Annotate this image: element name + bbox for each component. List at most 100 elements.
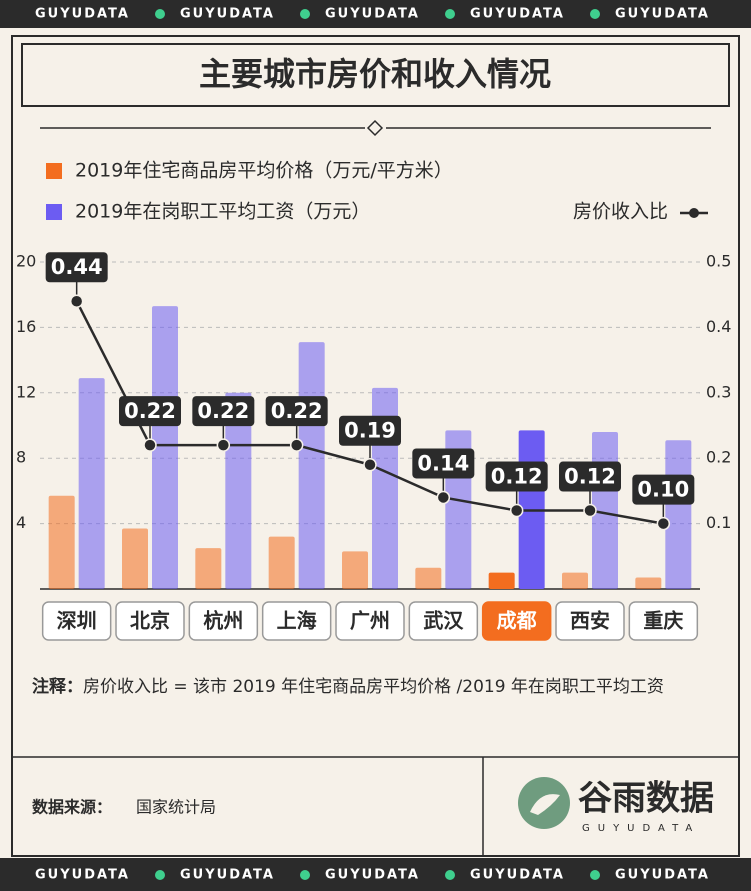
ratio-dot <box>69 294 84 308</box>
value-label: 0.22 <box>124 399 176 423</box>
legend-label: 2019年住宅商品房平均价格（万元/平方米） <box>75 160 453 182</box>
y2-tick-label: 0.3 <box>706 382 731 401</box>
ratio-dot <box>436 490 451 505</box>
legend-dot <box>689 208 699 218</box>
note-label: 注释： <box>32 677 83 697</box>
banner-dot <box>300 9 310 19</box>
category-box <box>628 601 699 641</box>
y2-tick-label: 0.5 <box>706 252 731 271</box>
value-label: 0.10 <box>637 478 689 502</box>
ratio-dot <box>583 503 597 518</box>
y2-tick-label: 0.1 <box>706 513 731 532</box>
y-tick-label: 20 <box>16 252 36 271</box>
bar <box>268 536 295 589</box>
banner-dot <box>445 870 455 880</box>
y-tick-label: 8 <box>16 448 26 467</box>
chart-title: 主要城市房价和收入情况 <box>199 55 551 93</box>
value-label-box <box>632 474 695 505</box>
bottom-strip <box>0 858 751 891</box>
banner-text: GUYUDATA <box>325 868 420 883</box>
bar <box>298 342 325 589</box>
value-label-box <box>559 461 621 492</box>
bar <box>415 567 442 589</box>
logo-subtitle: GUYUDATA <box>582 823 700 834</box>
value-label-box <box>485 461 548 492</box>
banner-text: GUYUDATA <box>35 868 130 883</box>
x-tick-label: 重庆 <box>643 609 683 633</box>
x-tick-label: 北京 <box>130 609 170 633</box>
frame <box>11 35 740 857</box>
y-tick-label: 4 <box>16 513 26 532</box>
legend-label: 房价收入比 <box>573 201 668 223</box>
ratio-dot <box>656 516 671 531</box>
category-box <box>408 601 479 641</box>
bar <box>122 528 148 589</box>
source-text: 国家统计局 <box>136 798 216 817</box>
category-box <box>555 601 625 641</box>
y-tick-label: 16 <box>16 317 36 336</box>
value-label: 0.12 <box>564 465 616 489</box>
category-box <box>481 601 552 641</box>
category-box <box>115 601 185 641</box>
note: 注释：房价收入比 = 该市 2019 年住宅商品房平均价格 /2019 年在岗职… <box>32 673 722 702</box>
banner-text: GUYUDATA <box>615 868 710 883</box>
legend-label: 2019年在岗职工平均工资（万元） <box>75 201 370 223</box>
category-box <box>261 601 332 641</box>
bar <box>195 548 222 589</box>
x-tick-label: 武汉 <box>423 609 464 633</box>
bar <box>78 378 105 589</box>
note-text: 房价收入比 = 该市 2019 年住宅商品房平均价格 /2019 年在岗职工平均… <box>83 677 664 697</box>
banner-text: GUYUDATA <box>470 7 565 22</box>
banner-text: GUYUDATA <box>180 868 275 883</box>
x-tick-label: 广州 <box>350 609 390 633</box>
y2-tick-label: 0.2 <box>706 448 731 467</box>
x-tick-label: 西安 <box>570 609 610 633</box>
bar <box>48 495 75 589</box>
ratio-dot <box>216 438 231 452</box>
banner-text: GUYUDATA <box>180 7 275 22</box>
value-label-box <box>339 415 401 446</box>
value-label: 0.12 <box>491 465 543 489</box>
banner-dot <box>155 9 165 19</box>
bar <box>562 572 588 589</box>
ratio-dot <box>363 457 377 472</box>
top-strip <box>0 0 751 28</box>
banner-text: GUYUDATA <box>35 7 130 22</box>
bar <box>225 392 252 589</box>
logo-name: 谷雨数据 <box>578 779 714 819</box>
x-tick-label: 成都 <box>497 609 537 633</box>
banner-dot <box>155 870 165 880</box>
value-label: 0.14 <box>417 451 469 475</box>
category-box <box>41 601 112 641</box>
source-label: 数据来源： <box>32 798 112 817</box>
banner-dot <box>445 9 455 19</box>
diamond <box>366 119 384 137</box>
legend-swatch <box>46 163 62 179</box>
value-label: 0.22 <box>197 399 249 423</box>
ratio-dot <box>143 438 157 452</box>
value-label-box <box>412 448 475 479</box>
value-label-box <box>119 396 181 427</box>
legend-swatch <box>46 204 62 220</box>
value-label-box <box>45 252 108 283</box>
value-label: 0.22 <box>271 399 323 423</box>
banner-text: GUYUDATA <box>325 7 420 22</box>
value-label: 0.44 <box>51 255 103 279</box>
category-box <box>335 601 405 641</box>
title-box <box>21 43 730 107</box>
banner-dot <box>300 870 310 880</box>
bar <box>488 572 515 589</box>
ratio-dot <box>509 503 524 518</box>
banner-text: GUYUDATA <box>615 7 710 22</box>
ratio-dot <box>289 438 304 452</box>
bar <box>152 306 178 589</box>
x-tick-label: 杭州 <box>203 609 243 633</box>
value-label: 0.19 <box>344 419 396 443</box>
category-box <box>188 601 259 641</box>
x-tick-label: 深圳 <box>57 609 97 633</box>
banner-text: GUYUDATA <box>470 868 565 883</box>
logo-bird <box>530 794 560 815</box>
value-label-box <box>265 396 328 427</box>
